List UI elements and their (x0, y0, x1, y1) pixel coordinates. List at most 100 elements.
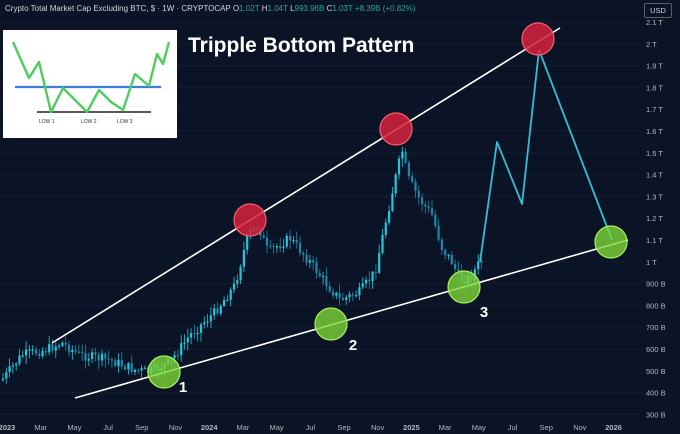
candle-body (348, 294, 351, 298)
candle-body (473, 269, 476, 280)
candle-body (480, 261, 483, 263)
x-tick-label: Jul (306, 423, 316, 432)
x-tick-label: Nov (573, 423, 587, 432)
x-tick-label: Jul (508, 423, 518, 432)
candle-body (71, 349, 74, 353)
candle-body (58, 345, 61, 347)
bottom-marker (594, 225, 628, 259)
candle-body (18, 355, 21, 364)
candle-body (232, 283, 236, 290)
candle-body (318, 273, 321, 277)
candle-body (117, 359, 120, 367)
candle-body (269, 245, 272, 247)
inset-diagram: LOW 1 LOW 2 LOW 3 (11, 41, 171, 125)
candle-body (417, 190, 420, 198)
candle-body (289, 235, 292, 241)
chart-header: Crypto Total Market Cap Excluding BTC, $… (5, 4, 415, 13)
bottom-marker (147, 355, 181, 389)
candle-body (67, 344, 71, 353)
projection-path (479, 49, 613, 263)
candle-body (444, 249, 447, 256)
currency-button[interactable]: USD (644, 3, 672, 18)
y-tick-label: 600 B (646, 345, 666, 354)
candle-body (229, 289, 232, 300)
candle-body (193, 333, 196, 335)
candle-body (282, 246, 285, 249)
chart-title: Tripple Bottom Pattern (188, 34, 415, 57)
candle-body (81, 351, 84, 354)
candle-body (305, 254, 308, 263)
candle-body (87, 358, 90, 361)
upper-trendline (51, 27, 561, 344)
candle-body (183, 342, 186, 344)
candle-body (236, 280, 239, 284)
x-tick-label: Mar (236, 423, 249, 432)
candle-body (272, 245, 275, 248)
candle-body (8, 366, 11, 373)
candle-body (421, 197, 424, 205)
bottom-label: 2 (349, 337, 357, 354)
candle-body (137, 369, 140, 372)
candle-body (262, 235, 265, 238)
candle-body (331, 291, 335, 296)
candle-body (371, 271, 374, 282)
candle-body (1, 378, 5, 380)
x-tick-label: May (270, 423, 284, 432)
y-tick-label: 1.3 T (646, 192, 663, 201)
candle-body (21, 355, 24, 357)
open-value: 1.02T (239, 4, 260, 13)
candle-body (298, 242, 302, 253)
candle-body (190, 333, 193, 338)
candles (1, 146, 483, 384)
candle-body (140, 368, 143, 371)
candle-body (196, 332, 199, 335)
x-tick-label: 2025 (403, 423, 420, 432)
inset-price-line (11, 41, 171, 114)
candle-body (457, 268, 460, 272)
candle-body (48, 344, 51, 353)
x-tick-label: Sep (540, 423, 553, 432)
high-label: H (261, 4, 268, 13)
candle-body (404, 151, 407, 163)
candle-body (239, 266, 242, 281)
candle-body (338, 292, 341, 298)
candle-body (199, 324, 203, 333)
x-tick-label: Mar (34, 423, 47, 432)
candle-body (394, 174, 397, 194)
candle-body (325, 275, 328, 287)
candle-body (216, 308, 219, 314)
candle-body (114, 360, 117, 367)
pattern-inset: LOW 1 LOW 2 LOW 3 (3, 30, 177, 138)
candle-body (391, 193, 394, 212)
candle-body (302, 252, 305, 255)
x-tick-label: 2023 (0, 423, 15, 432)
candle-body (401, 151, 404, 159)
y-tick-label: 1.7 T (646, 105, 663, 114)
candle-body (242, 249, 245, 267)
candle-body (407, 162, 410, 177)
candle-body (107, 358, 110, 360)
candle-body (176, 355, 179, 357)
candle-body (186, 337, 189, 343)
bottom-marker (314, 307, 348, 341)
top-marker (521, 22, 555, 56)
candle-body (361, 283, 364, 288)
candle-body (219, 305, 222, 314)
candle-body (315, 262, 318, 274)
candle-body (411, 176, 414, 182)
candle-body (97, 354, 100, 361)
candle-body (279, 246, 282, 249)
candle-body (414, 181, 417, 191)
candle-body (104, 353, 107, 359)
candle-body (345, 297, 348, 300)
change-value: +8.39B (+0.82%) (354, 4, 416, 13)
candle-body (358, 287, 361, 296)
candle-body (341, 297, 344, 300)
candle-body (127, 363, 130, 370)
top-marker (379, 112, 413, 146)
bottom-label: 1 (179, 379, 187, 396)
y-tick-label: 500 B (646, 367, 666, 376)
x-tick-label: Nov (371, 423, 385, 432)
inset-low3: LOW 3 (117, 119, 133, 125)
